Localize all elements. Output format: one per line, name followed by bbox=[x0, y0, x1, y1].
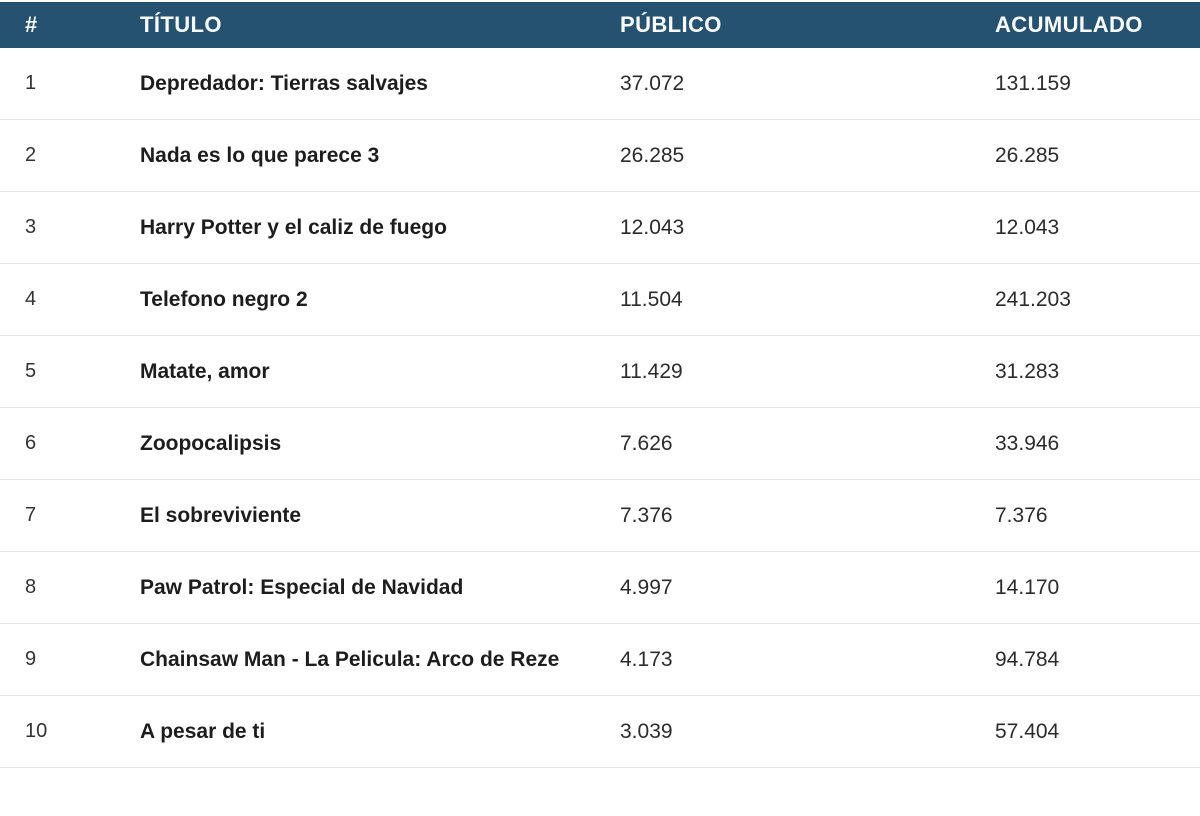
table-header-row: # TÍTULO PÚBLICO ACUMULADO bbox=[0, 2, 1200, 48]
row-rank-number: 9 bbox=[25, 648, 37, 670]
row-rank-number: 2 bbox=[25, 144, 37, 166]
movie-title: Zoopocalipsis bbox=[140, 431, 282, 455]
table-row: 5 Matate, amor 11.429 31.283 bbox=[0, 336, 1200, 408]
publico-value: 4.997 bbox=[620, 575, 673, 599]
publico-value: 11.504 bbox=[620, 287, 683, 311]
publico-value: 4.173 bbox=[620, 647, 673, 671]
acumulado-value: 7.376 bbox=[995, 503, 1048, 527]
column-header-titulo: TÍTULO bbox=[140, 12, 222, 37]
movie-title: Chainsaw Man - La Pelicula: Arco de Reze bbox=[140, 647, 560, 671]
table-row: 6 Zoopocalipsis 7.626 33.946 bbox=[0, 408, 1200, 480]
acumulado-value: 31.283 bbox=[995, 359, 1060, 383]
acumulado-value: 131.159 bbox=[995, 71, 1071, 95]
row-rank-number: 1 bbox=[25, 72, 37, 94]
table-body: 1 Depredador: Tierras salvajes 37.072 13… bbox=[0, 48, 1200, 768]
acumulado-value: 12.043 bbox=[995, 215, 1060, 239]
movie-title: Depredador: Tierras salvajes bbox=[140, 71, 428, 95]
movie-title: Telefono negro 2 bbox=[140, 287, 308, 311]
table-row: 7 El sobreviviente 7.376 7.376 bbox=[0, 480, 1200, 552]
row-rank-number: 5 bbox=[25, 360, 37, 382]
row-rank-number: 6 bbox=[25, 432, 37, 454]
row-rank-number: 7 bbox=[25, 504, 37, 526]
movie-title: Nada es lo que parece 3 bbox=[140, 143, 380, 167]
acumulado-value: 33.946 bbox=[995, 431, 1060, 455]
acumulado-value: 57.404 bbox=[995, 719, 1060, 743]
table-row: 1 Depredador: Tierras salvajes 37.072 13… bbox=[0, 48, 1200, 120]
publico-value: 7.376 bbox=[620, 503, 673, 527]
column-header-rank: # bbox=[25, 12, 38, 37]
column-header-publico: PÚBLICO bbox=[620, 12, 722, 37]
publico-value: 26.285 bbox=[620, 143, 685, 167]
movie-title: Matate, amor bbox=[140, 359, 270, 383]
movie-title: A pesar de ti bbox=[140, 719, 266, 743]
publico-value: 3.039 bbox=[620, 719, 673, 743]
acumulado-value: 241.203 bbox=[995, 287, 1071, 311]
movie-title: Paw Patrol: Especial de Navidad bbox=[140, 575, 464, 599]
row-rank-number: 10 bbox=[25, 720, 48, 742]
publico-value: 37.072 bbox=[620, 71, 685, 95]
acumulado-value: 14.170 bbox=[995, 575, 1060, 599]
column-header-acumulado: ACUMULADO bbox=[995, 12, 1143, 37]
publico-value: 12.043 bbox=[620, 215, 685, 239]
publico-value: 11.429 bbox=[620, 359, 683, 383]
table-row: 8 Paw Patrol: Especial de Navidad 4.997 … bbox=[0, 552, 1200, 624]
table-row: 9 Chainsaw Man - La Pelicula: Arco de Re… bbox=[0, 624, 1200, 696]
table-row: 4 Telefono negro 2 11.504 241.203 bbox=[0, 264, 1200, 336]
table-row: 3 Harry Potter y el caliz de fuego 12.04… bbox=[0, 192, 1200, 264]
publico-value: 7.626 bbox=[620, 431, 673, 455]
table-row: 2 Nada es lo que parece 3 26.285 26.285 bbox=[0, 120, 1200, 192]
table-row: 10 A pesar de ti 3.039 57.404 bbox=[0, 696, 1200, 768]
row-rank-number: 3 bbox=[25, 216, 37, 238]
acumulado-value: 94.784 bbox=[995, 647, 1060, 671]
movie-title: Harry Potter y el caliz de fuego bbox=[140, 215, 447, 239]
row-rank-number: 8 bbox=[25, 576, 37, 598]
movie-title: El sobreviviente bbox=[140, 503, 302, 527]
row-rank-number: 4 bbox=[25, 288, 37, 310]
box-office-table: # TÍTULO PÚBLICO ACUMULADO 1 Depredador:… bbox=[0, 2, 1200, 768]
acumulado-value: 26.285 bbox=[995, 143, 1060, 167]
